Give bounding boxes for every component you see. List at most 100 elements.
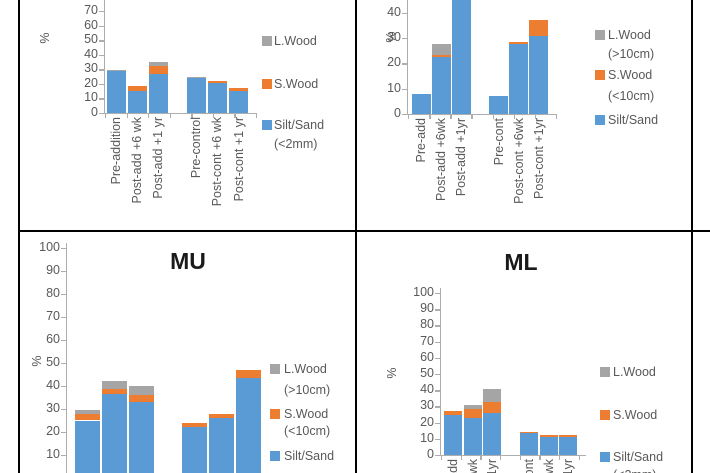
y-tick-mark — [99, 98, 104, 100]
y-tick-label: 30 — [84, 61, 98, 76]
x-category-label: Post-add +6wk — [466, 459, 480, 473]
y-tick-label: 40 — [84, 46, 98, 61]
bar-segment-l_wood — [129, 386, 154, 396]
legend-label: Silt/Sand — [613, 450, 664, 464]
legend-sublabel: (<10cm) — [284, 424, 331, 438]
y-axis-line — [104, 0, 106, 113]
bar-segment-silt_sand — [431, 57, 451, 114]
bar-segment-s_wood — [520, 432, 538, 434]
legend-sublabel: (>10cm) — [284, 383, 331, 397]
table-border-divider-vertical — [355, 0, 357, 473]
bar-segment-s_wood — [209, 413, 234, 419]
x-axis-line — [407, 114, 556, 116]
y-tick-mark — [61, 409, 66, 411]
bar-segment-l_wood — [483, 389, 501, 403]
legend-sublabel: (<2mm) — [613, 467, 656, 473]
table-border-divider-horizontal — [18, 230, 710, 232]
x-tick-mark — [105, 113, 107, 118]
legend-swatch-silt_sand — [262, 120, 272, 130]
chart-title: MU — [170, 248, 206, 274]
bar-segment-s_wood — [182, 422, 207, 428]
bar-segment-silt_sand — [539, 437, 558, 455]
y-tick-label: 30 — [387, 30, 401, 45]
bar-segment-s_wood — [236, 369, 261, 378]
bar-segment-s_wood — [444, 411, 462, 416]
y-tick-mark — [402, 12, 407, 15]
bar-segment-silt_sand — [444, 415, 462, 455]
legend-swatch-l_wood — [270, 364, 280, 374]
x-tick-mark — [408, 114, 410, 119]
x-tick-mark — [255, 113, 258, 118]
x-tick-mark — [234, 113, 236, 118]
bar-segment-s_wood — [463, 408, 482, 418]
bar-segment-l_wood — [75, 410, 100, 414]
y-tick-mark — [99, 40, 104, 42]
y-tick-mark — [61, 248, 66, 250]
y-tick-label: 0 — [394, 106, 401, 120]
y-tick-mark — [435, 422, 440, 424]
y-axis-title-percent: % — [385, 367, 399, 379]
y-tick-label: 50 — [420, 366, 434, 380]
bar-segment-silt_sand — [106, 71, 126, 113]
y-tick-mark — [402, 63, 407, 65]
y-axis-line — [440, 288, 442, 455]
bar-segment-s_wood — [129, 395, 154, 403]
legend-swatch-silt_sand — [270, 451, 280, 461]
bar-segment-s_wood — [559, 434, 577, 438]
bar-segment-s_wood — [148, 66, 168, 75]
legend-swatch-s_wood — [600, 410, 610, 420]
y-tick-label: 20 — [387, 55, 401, 70]
y-tick-label: 30 — [420, 398, 434, 413]
y-tick-label: 40 — [387, 4, 401, 19]
bar-segment-s_wood — [431, 54, 451, 58]
legend-swatch-s_wood — [270, 409, 280, 419]
legend-swatch-l_wood — [595, 30, 605, 40]
legend-swatch-silt_sand — [600, 452, 610, 462]
y-tick-mark — [61, 271, 66, 273]
bar-segment-silt_sand — [463, 417, 482, 455]
y-tick-label: 90 — [46, 263, 60, 277]
y-tick-mark — [435, 357, 440, 360]
legend-sublabel: (<2mm) — [274, 137, 318, 151]
y-tick-mark — [61, 340, 66, 342]
x-tick-mark — [212, 113, 215, 118]
y-tick-label: 80 — [420, 317, 434, 332]
bar-segment-silt_sand — [207, 83, 227, 113]
y-tick-label: 0 — [427, 447, 434, 461]
chart-title: ML — [504, 249, 538, 275]
y-tick-label: 30 — [46, 401, 60, 415]
legend-swatch-s_wood — [262, 79, 272, 89]
x-category-label: Pre-add — [446, 459, 460, 473]
y-tick-label: 90 — [420, 301, 434, 316]
y-axis-line — [66, 243, 68, 473]
bar-segment-l_wood — [431, 44, 451, 55]
x-category-label: Pre-cont — [522, 459, 536, 473]
legend-sublabel: (<10cm) — [608, 89, 655, 103]
y-tick-label: 60 — [46, 332, 60, 346]
y-tick-label: 10 — [46, 447, 60, 461]
legend-swatch-s_wood — [595, 70, 605, 80]
bar-segment-l_wood — [106, 70, 126, 72]
x-axis-line — [104, 113, 257, 115]
x-tick-mark — [191, 113, 193, 118]
x-tick-mark — [558, 455, 561, 460]
y-tick-mark — [99, 54, 104, 57]
bar-segment-s_wood — [529, 20, 548, 36]
x-category-label: Post-cont +1yr — [561, 459, 575, 473]
bar-segment-s_wood — [102, 389, 127, 395]
x-axis-line — [440, 455, 586, 457]
x-category-label: Post-add +1yr — [485, 459, 499, 473]
y-tick-mark — [61, 363, 66, 365]
bar-segment-l_wood — [186, 77, 206, 79]
bar-segment-s_wood — [539, 434, 558, 438]
y-tick-label: 80 — [46, 286, 60, 300]
bar-segment-silt_sand — [520, 433, 538, 455]
legend-swatch-silt_sand — [595, 115, 605, 125]
x-tick-mark — [513, 114, 516, 119]
x-tick-mark — [429, 114, 431, 119]
x-tick-mark — [492, 114, 494, 119]
legend-label: S.Wood — [274, 77, 319, 91]
